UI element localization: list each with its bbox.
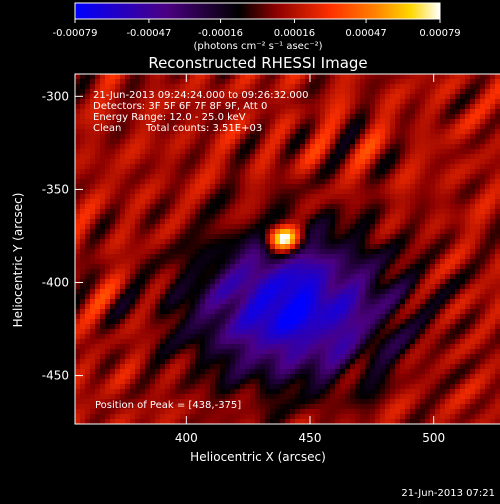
y-tick-label: -300 [42, 89, 69, 103]
x-tick-label: 400 [175, 431, 198, 445]
annotation-time-range: 21-Jun-2013 09:24:24.000 to 09:26:32.000 [93, 90, 309, 101]
annotation-total-counts: Total counts: 3.51E+03 [145, 123, 262, 134]
heatmap-cells [75, 74, 500, 424]
annotation-detectors: Detectors: 3F 5F 6F 7F 8F 9F, Att 0 [93, 101, 267, 112]
x-axis-label: Heliocentric X (arcsec) [190, 450, 326, 464]
x-tick-label: 450 [299, 431, 322, 445]
colorbar-tick-label: -0.00016 [198, 28, 243, 39]
x-tick-label: 500 [422, 431, 445, 445]
y-axis-label: Heliocentric Y (arcsec) [11, 193, 25, 328]
y-tick-label: -400 [42, 276, 69, 290]
footer-timestamp: 21-Jun-2013 07:21 [401, 488, 495, 499]
colorbar-ticks: -0.00079 -0.00047 -0.00016 0.00016 0.00047 0.… [53, 19, 461, 39]
colorbar-tick-label: 0.00016 [274, 28, 315, 39]
annotation-energy: Energy Range: 12.0 - 25.0 keV [93, 112, 246, 123]
annotation-clean: Clean [93, 123, 121, 134]
colorbar-tick-label: -0.00047 [126, 28, 171, 39]
annotation-peak-position: Position of Peak = [438,-375] [95, 400, 241, 411]
colorbar-tick-label: 0.00079 [419, 28, 460, 39]
colorbar [75, 3, 440, 19]
y-tick-label: -350 [42, 182, 69, 196]
colorbar-unit-label: (photons cm⁻² s⁻¹ asec⁻²) [193, 41, 322, 52]
colorbar-tick-label: -0.00079 [53, 28, 98, 39]
y-tick-label: -450 [42, 369, 69, 383]
colorbar-tick-label: 0.00047 [345, 28, 386, 39]
chart-title: Reconstructed RHESSI Image [148, 54, 367, 72]
